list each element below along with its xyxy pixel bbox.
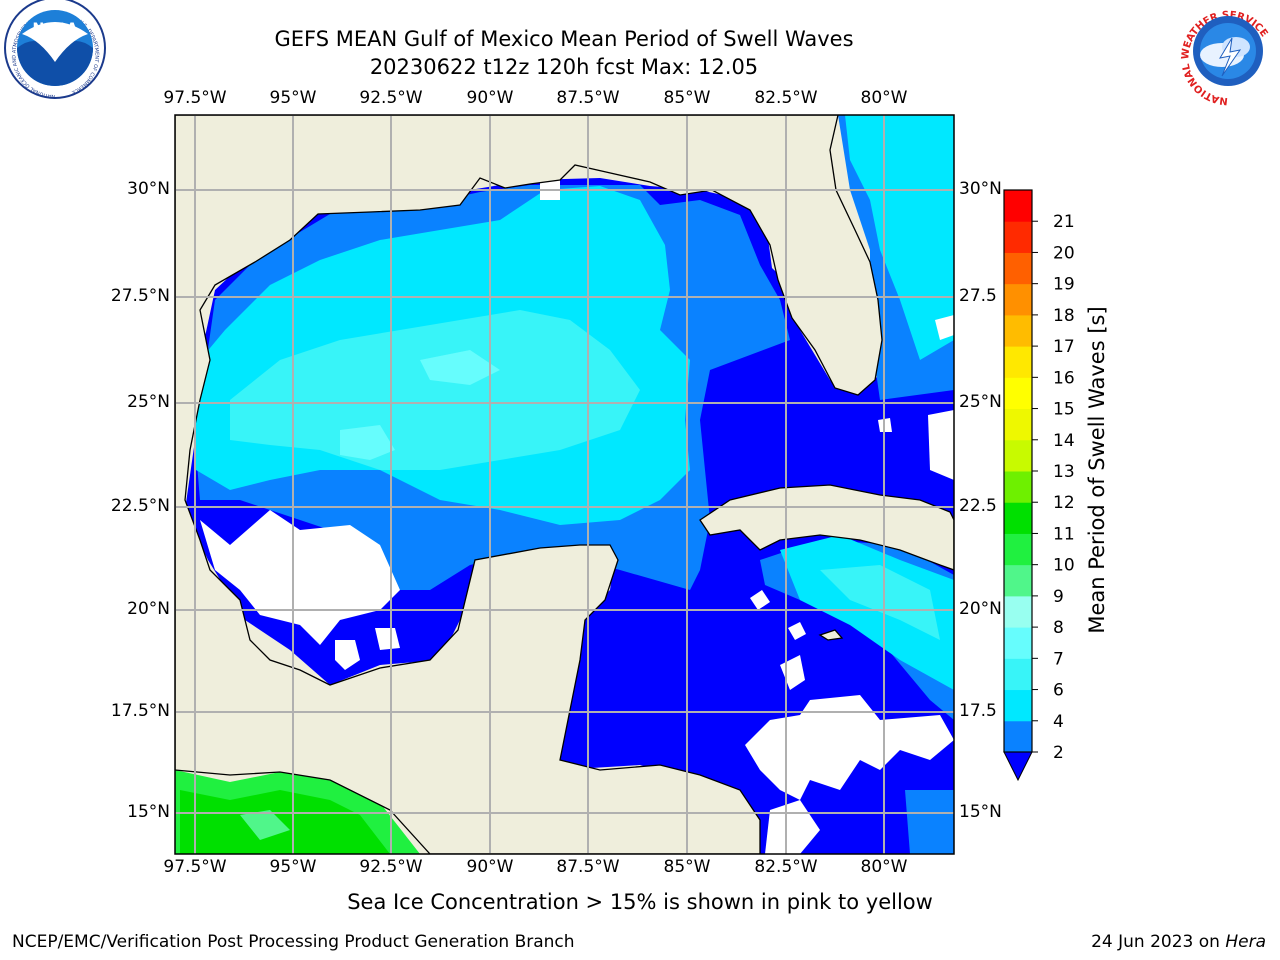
colorbar-tick-label: 15 — [1053, 400, 1075, 420]
colorbar-segment — [1004, 720, 1032, 753]
land-jamaica — [818, 629, 844, 641]
colorbar-tick-label: 4 — [1053, 712, 1064, 732]
colorbar-tick-label: 7 — [1053, 649, 1064, 669]
lon-tick-bottom: 85°W — [663, 857, 711, 877]
lat-tick-right: 27.5 — [959, 286, 997, 306]
footer-date-text: 24 Jun 2023 on — [1091, 932, 1220, 952]
lon-tick-top: 95°W — [269, 88, 317, 108]
colorbar-tick-label: 16 — [1053, 368, 1075, 388]
colorbar-tick-label: 8 — [1053, 618, 1064, 638]
chart-title: GEFS MEAN Gulf of Mexico Mean Period of … — [274, 27, 854, 51]
colorbar-tick-label: 14 — [1053, 431, 1075, 451]
swell-7-8-b — [420, 350, 500, 385]
lat-tick-left: 15°N — [127, 802, 170, 822]
colorbar-segment — [1004, 252, 1032, 285]
swell-4-6-atlantic — [845, 115, 954, 360]
swell-6-7-caribbean — [820, 565, 940, 640]
colorbar-segment — [1004, 190, 1032, 222]
lat-tick-right: 15°N — [959, 802, 1002, 822]
swell-7-8 — [340, 425, 395, 460]
colorbar-segment — [1004, 221, 1032, 253]
footer-credit: NCEP/EMC/Verification Post Processing Pr… — [12, 932, 575, 952]
lat-tick-right: 17.5 — [959, 701, 997, 721]
colorbar-segment — [1004, 689, 1032, 722]
colorbar-segment — [1004, 377, 1032, 410]
sea-ice-note: Sea Ice Concentration > 15% is shown in … — [347, 890, 933, 914]
chart-subtitle: 20230622 t12z 120h fcst Max: 12.05 — [369, 55, 759, 79]
map-plot — [174, 114, 955, 855]
colorbar-tick-label: 17 — [1053, 337, 1075, 357]
colorbar-label: Mean Period of Swell Waves [s] — [1085, 306, 1109, 634]
nws-logo: NATIONAL WEATHER SERVICE — [1178, 1, 1278, 106]
colorbar-tick-label: 12 — [1053, 493, 1075, 513]
lat-tick-left: 17.5°N — [110, 701, 170, 721]
lon-tick-bottom: 95°W — [269, 857, 317, 877]
colorbar-tick-label: 13 — [1053, 462, 1075, 482]
lon-tick-bottom: 80°W — [860, 857, 908, 877]
lat-tick-right: 20°N — [959, 599, 1002, 619]
lat-tick-left: 20°N — [127, 599, 170, 619]
colorbar-segment — [1004, 502, 1032, 534]
colorbar-segment — [1004, 533, 1032, 566]
colorbar-segment — [1004, 346, 1032, 378]
lat-tick-left: 27.5°N — [110, 286, 170, 306]
lon-tick-top: 87.5°W — [556, 88, 620, 108]
colorbar: 2 4 6 7 8 9 10 11 12 13 14 15 16 17 18 19 20 21 — [1003, 189, 1075, 782]
lon-tick-top: 90°W — [466, 88, 514, 108]
colorbar-tick-label: 20 — [1053, 243, 1075, 263]
gridlines — [175, 115, 954, 854]
pacific-swell-11-12 — [180, 790, 390, 854]
lon-tick-top: 92.5°W — [359, 88, 423, 108]
lat-tick-right: 30°N — [959, 179, 1002, 199]
colorbar-tick-label: 21 — [1053, 212, 1075, 232]
no-data-patches — [200, 178, 954, 854]
lon-tick-bottom: 97.5°W — [163, 857, 227, 877]
lon-tick-bottom: 90°W — [466, 857, 514, 877]
lat-tick-left: 30°N — [127, 179, 170, 199]
lon-tick-top: 97.5°W — [163, 88, 227, 108]
colorbar-segment — [1004, 314, 1032, 347]
lon-tick-top: 80°W — [860, 88, 908, 108]
lon-tick-top: 85°W — [663, 88, 711, 108]
footer-date: 24 Jun 2023 on Hera — [1091, 932, 1266, 952]
colorbar-segment — [1004, 595, 1032, 628]
noaa-logo-text: NOAA — [33, 21, 78, 37]
colorbar-segment — [1004, 471, 1032, 503]
colorbar-segment — [1004, 439, 1032, 472]
lat-tick-right: 22.5 — [959, 496, 997, 516]
lon-tick-top: 82.5°W — [754, 88, 818, 108]
lon-tick-bottom: 87.5°W — [556, 857, 620, 877]
footer-machine: Hera — [1225, 932, 1266, 952]
swell-2-4-caribbean-south — [905, 790, 954, 854]
colorbar-tick-label: 18 — [1053, 306, 1075, 326]
colorbar-segment — [1004, 658, 1032, 691]
pacific-swell-9-10 — [240, 810, 290, 840]
colorbar-segment — [1004, 408, 1032, 441]
colorbar-tick-label: 19 — [1053, 275, 1075, 295]
colorbar-under-extend — [1003, 751, 1033, 782]
map-frame — [174, 114, 955, 855]
lon-tick-bottom: 92.5°W — [359, 857, 423, 877]
colorbar-segment — [1004, 283, 1032, 316]
colorbar-segment — [1004, 564, 1032, 597]
colorbar-tick-label: 6 — [1053, 681, 1064, 701]
swell-6-7 — [230, 310, 640, 470]
colorbar-segment — [1004, 627, 1032, 659]
colorbar-tick-label: 10 — [1053, 556, 1075, 576]
lat-tick-left: 22.5°N — [110, 496, 170, 516]
swell-4-6-caribbean — [780, 535, 954, 690]
noaa-logo: NATIONAL OCEANIC AND ATMOSPHERIC ADMINIS… — [4, 0, 106, 99]
colorbar-tick-label: 2 — [1053, 743, 1064, 763]
colorbar-tick-label: 11 — [1053, 524, 1075, 544]
lat-tick-right: 25°N — [959, 392, 1002, 412]
colorbar-tick-label: 9 — [1053, 587, 1064, 607]
lon-tick-bottom: 82.5°W — [754, 857, 818, 877]
lat-tick-left: 25°N — [127, 392, 170, 412]
